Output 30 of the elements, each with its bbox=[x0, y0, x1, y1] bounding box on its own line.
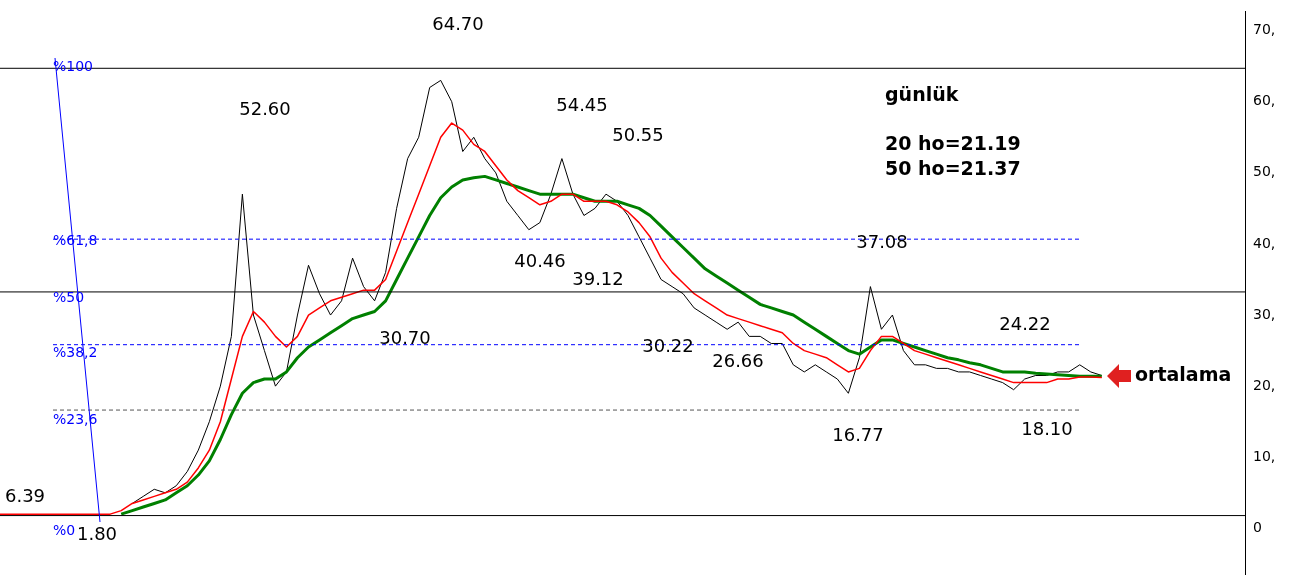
annotation: 40.46 bbox=[514, 249, 566, 271]
y-tick-label: 50, bbox=[1253, 163, 1276, 180]
annotation: 16.77 bbox=[832, 423, 884, 445]
annotation: 30.22 bbox=[642, 334, 694, 356]
annotation: 52.60 bbox=[239, 97, 291, 119]
annotation: 1.80 bbox=[76, 522, 118, 544]
y-tick-label: 20, bbox=[1253, 376, 1276, 393]
annotation: 18.10 bbox=[1021, 417, 1073, 439]
annotation: 39.12 bbox=[572, 267, 624, 289]
y-tick-label: 60, bbox=[1253, 92, 1276, 109]
annotation: 54.45 bbox=[556, 93, 608, 115]
annotation: %0 bbox=[53, 521, 76, 538]
annotation: 26.66 bbox=[712, 349, 764, 371]
annotation: 6.39 bbox=[4, 484, 46, 506]
y-tick-label: 40, bbox=[1253, 234, 1276, 251]
annotation: ortalama bbox=[1135, 362, 1232, 385]
y-tick-label: 70, bbox=[1253, 21, 1276, 38]
y-tick-label: 30, bbox=[1253, 305, 1276, 322]
annotation: %23,6 bbox=[53, 410, 98, 427]
annotation: %50 bbox=[53, 288, 85, 305]
annotation: 50.55 bbox=[612, 123, 664, 145]
y-tick-label: 0 bbox=[1253, 519, 1262, 536]
annotation: 30.70 bbox=[379, 326, 431, 348]
annotation: 37.08 bbox=[856, 230, 908, 252]
annotation: günlük bbox=[885, 82, 959, 105]
annotation: 50 ho=21.37 bbox=[885, 156, 1021, 179]
annotation: 24.22 bbox=[999, 312, 1051, 334]
y-tick-label: 10, bbox=[1253, 447, 1276, 464]
annotation: 20 ho=21.19 bbox=[885, 131, 1021, 154]
annotation: 64.70 bbox=[432, 12, 484, 34]
